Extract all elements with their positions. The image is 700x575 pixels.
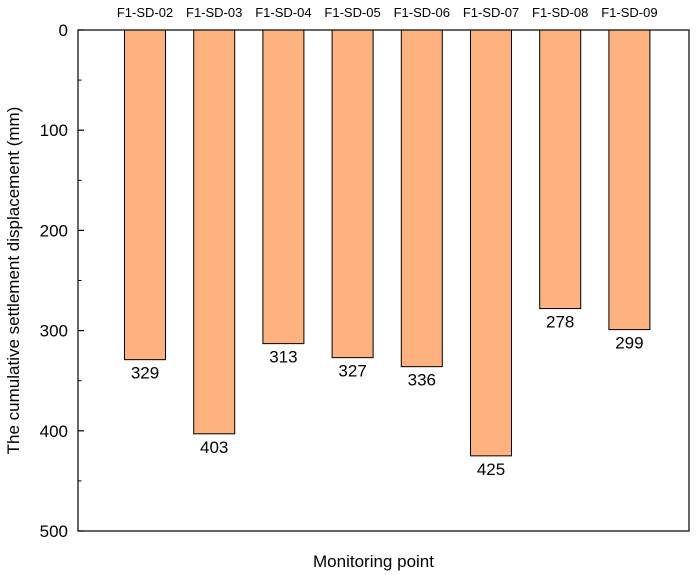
bar-F1-SD-05 <box>331 29 374 359</box>
data-label-F1-SD-06: 336 <box>408 371 436 390</box>
y-axis: 0 100 200 300 400 500 <box>40 21 84 541</box>
category-label-F1-SD-07: F1-SD-07 <box>463 5 519 20</box>
category-label-F1-SD-05: F1-SD-05 <box>324 5 380 20</box>
data-label-F1-SD-04: 313 <box>269 348 297 367</box>
bar-F1-SD-06 <box>400 29 443 368</box>
y-tick-label-500: 500 <box>40 522 68 541</box>
data-label-F1-SD-03: 403 <box>200 438 228 457</box>
y-tick-label-400: 400 <box>40 422 68 441</box>
y-tick-label-200: 200 <box>40 221 68 240</box>
data-label-F1-SD-09: 299 <box>615 334 643 353</box>
y-axis-title: The cumulative settlement displacement (… <box>4 107 23 455</box>
category-label-F1-SD-09: F1-SD-09 <box>601 5 657 20</box>
bar-F1-SD-03 <box>193 29 236 435</box>
plot-frame <box>77 29 690 532</box>
bars-layer <box>124 29 651 457</box>
data-label-F1-SD-07: 425 <box>477 460 505 479</box>
data-label-F1-SD-02: 329 <box>131 364 159 383</box>
bar-F1-SD-02 <box>124 29 166 361</box>
bar-F1-SD-04 <box>262 29 305 345</box>
category-label-F1-SD-02: F1-SD-02 <box>117 5 173 20</box>
y-tick-label-0: 0 <box>59 21 68 40</box>
bar-F1-SD-08 <box>539 29 582 310</box>
category-labels: F1-SD-02 F1-SD-03 F1-SD-04 F1-SD-05 F1-SD-06… <box>117 5 658 20</box>
y-tick-label-100: 100 <box>40 121 68 140</box>
x-axis-title: Monitoring point <box>313 552 434 571</box>
category-label-F1-SD-03: F1-SD-03 <box>186 5 242 20</box>
bar-F1-SD-09 <box>608 29 651 331</box>
data-label-F1-SD-05: 327 <box>338 362 366 381</box>
bar-F1-SD-07 <box>470 29 512 457</box>
data-label-F1-SD-08: 278 <box>546 313 574 332</box>
data-labels: 329 403 313 327 336 425 278 299 <box>131 313 644 479</box>
category-label-F1-SD-06: F1-SD-06 <box>394 5 450 20</box>
category-label-F1-SD-08: F1-SD-08 <box>532 5 588 20</box>
y-tick-label-300: 300 <box>40 322 68 341</box>
category-label-F1-SD-04: F1-SD-04 <box>255 5 311 20</box>
